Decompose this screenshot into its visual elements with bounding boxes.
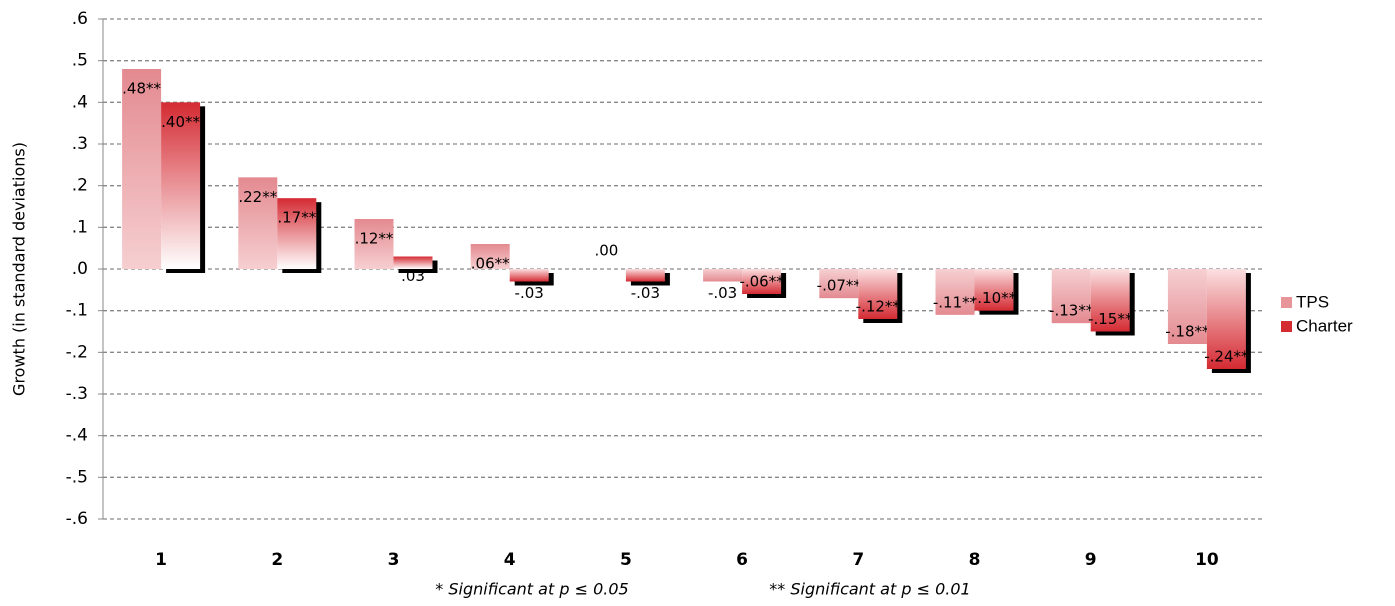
- value-label: -.11**: [933, 293, 978, 311]
- value-label: -.18**: [1165, 323, 1210, 341]
- value-label: .03: [401, 267, 425, 285]
- y-tick-label: .3: [72, 134, 88, 154]
- legend-label: TPS: [1296, 292, 1329, 311]
- bar: [974, 269, 1014, 311]
- bar: [393, 256, 433, 269]
- bar: [1051, 269, 1091, 324]
- bar: [354, 219, 394, 269]
- x-tick-label: 5: [620, 550, 632, 570]
- y-tick-label: -.3: [66, 384, 88, 404]
- footnote: ** Significant at p ≤ 0.01: [769, 580, 970, 599]
- y-tick-label: -.5: [66, 467, 88, 487]
- y-tick-label: .0: [72, 259, 88, 279]
- x-tick-label: 8: [969, 550, 981, 570]
- y-axis-label: Growth (in standard deviations): [10, 142, 29, 396]
- value-label: -.15**: [1088, 310, 1133, 328]
- bar: [1206, 269, 1246, 369]
- y-tick-label: -.4: [66, 426, 88, 446]
- bar: [625, 269, 665, 282]
- y-tick-label: -.1: [66, 301, 88, 321]
- value-label: .17**: [277, 209, 316, 227]
- value-label: .06**: [471, 255, 510, 273]
- value-label: -.24**: [1204, 348, 1249, 366]
- value-label: .40**: [161, 113, 200, 131]
- value-label: .12**: [355, 230, 394, 248]
- x-tick-label: 10: [1195, 550, 1219, 570]
- bar: [858, 269, 898, 319]
- x-tick-label: 6: [736, 550, 748, 570]
- bar: [935, 269, 975, 315]
- x-tick-label: 1: [155, 550, 167, 570]
- value-label: .00: [594, 242, 618, 260]
- x-tick-label: 9: [1085, 550, 1097, 570]
- value-label: -.10**: [972, 289, 1017, 307]
- value-label: -.12**: [856, 298, 901, 316]
- bar: [277, 198, 317, 269]
- x-tick-label: 7: [852, 550, 864, 570]
- value-label: .22**: [238, 188, 277, 206]
- y-tick-label: .2: [72, 176, 88, 196]
- x-tick-label: 4: [504, 550, 516, 570]
- y-tick-label: .5: [72, 51, 88, 71]
- y-tick-label: -.6: [66, 509, 88, 529]
- bar: [742, 269, 782, 294]
- bar: [470, 244, 510, 269]
- y-tick-label: .4: [72, 92, 88, 112]
- value-label: -.13**: [1049, 302, 1094, 320]
- bar: [703, 269, 743, 282]
- y-tick-label: .1: [72, 217, 88, 237]
- bar: [122, 69, 162, 269]
- y-tick-label: -.2: [66, 342, 88, 362]
- legend-swatch: [1281, 321, 1292, 332]
- bar: [819, 269, 859, 299]
- x-tick-label: 3: [388, 550, 400, 570]
- legend-label: Charter: [1296, 316, 1353, 335]
- value-label: -.03: [708, 284, 737, 302]
- value-label: .48**: [122, 80, 161, 98]
- value-label: -.03: [515, 284, 544, 302]
- bar: [161, 102, 201, 269]
- bar: [1167, 269, 1207, 344]
- y-tick-label: .6: [72, 9, 88, 29]
- bar: [238, 177, 278, 269]
- bar: [509, 269, 549, 282]
- value-label: -.06**: [739, 273, 784, 291]
- x-tick-label: 2: [271, 550, 283, 570]
- value-label: -.07**: [817, 277, 862, 295]
- legend-swatch: [1281, 297, 1292, 308]
- bar: [1090, 269, 1130, 332]
- value-label: -.03: [631, 284, 660, 302]
- footnote: * Significant at p ≤ 0.05: [435, 580, 628, 599]
